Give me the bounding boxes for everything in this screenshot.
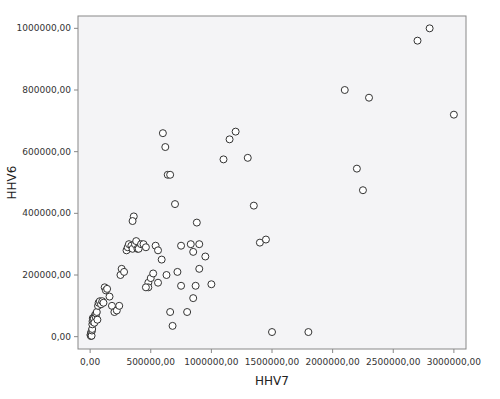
scatter-point — [158, 256, 165, 263]
points — [87, 25, 457, 340]
scatter-point — [226, 136, 233, 143]
scatter-point — [262, 236, 269, 243]
scatter-point — [190, 295, 197, 302]
scatter-point — [116, 302, 123, 309]
scatter-point — [196, 265, 203, 272]
x-tick — [393, 349, 394, 353]
chart-svg: 0,00 500000,00 1000000,00 1500000,00 2000000… — [0, 0, 500, 399]
y-tick-label: 1000000,00 — [17, 23, 72, 33]
x-tick — [90, 349, 91, 353]
scatter-point — [142, 244, 149, 251]
scatter-point — [232, 128, 239, 135]
x-tick-label: 1500000,00 — [245, 357, 300, 367]
y-tick — [74, 213, 78, 214]
scatter-point — [184, 309, 191, 316]
y-axis-label: HHV6 — [5, 166, 19, 200]
axes: 0,00 500000,00 1000000,00 1500000,00 2000000… — [17, 16, 482, 367]
scatter-point — [353, 165, 360, 172]
x-tick-label: 3000000,00 — [427, 357, 482, 367]
x-tick-label: 2500000,00 — [366, 357, 421, 367]
scatter-point — [220, 156, 227, 163]
plot-frame — [78, 16, 466, 349]
x-tick-label: 1000000,00 — [184, 357, 239, 367]
scatter-point — [159, 130, 166, 137]
scatter-point — [104, 285, 111, 292]
y-tick-label: 0,00 — [51, 332, 71, 342]
y-tick — [74, 90, 78, 91]
scatter-point — [167, 309, 174, 316]
scatter-point — [174, 268, 181, 275]
y-tick-label: 600000,00 — [22, 147, 71, 157]
scatter-point — [190, 248, 197, 255]
scatter-point — [269, 329, 276, 336]
scatter-point — [366, 94, 373, 101]
y-tick — [74, 28, 78, 29]
x-tick — [453, 349, 454, 353]
x-tick-label: 500000,00 — [126, 357, 175, 367]
scatter-point — [193, 219, 200, 226]
scatter-point — [142, 284, 149, 291]
scatter-point — [250, 202, 257, 209]
scatter-point — [163, 272, 170, 279]
scatter-point — [167, 171, 174, 178]
scatter-point — [192, 282, 199, 289]
y-tick-label: 400000,00 — [22, 208, 71, 218]
y-tick-label: 800000,00 — [22, 85, 71, 95]
scatter-point — [129, 218, 136, 225]
x-axis-label: HHV7 — [255, 374, 289, 388]
scatter-point — [150, 270, 157, 277]
scatter-point — [196, 241, 203, 248]
scatter-point — [106, 293, 113, 300]
x-tick — [150, 349, 151, 353]
scatter-point — [172, 201, 179, 208]
scatter-point — [208, 281, 215, 288]
scatter-point — [178, 282, 185, 289]
scatter-point — [169, 322, 176, 329]
y-tick — [74, 275, 78, 276]
scatter-point — [121, 268, 128, 275]
x-tick — [332, 349, 333, 353]
x-tick-label: 2000000,00 — [305, 357, 360, 367]
x-tick — [272, 349, 273, 353]
x-tick-label: 0,00 — [80, 357, 100, 367]
y-tick-label: 200000,00 — [22, 270, 71, 280]
x-tick — [211, 349, 212, 353]
scatter-point — [155, 279, 162, 286]
scatter-point — [414, 37, 421, 44]
y-tick — [74, 151, 78, 152]
scatter-point — [94, 316, 101, 323]
scatter-point — [202, 253, 209, 260]
scatter-point — [359, 187, 366, 194]
scatter-point — [162, 144, 169, 151]
scatter-point — [100, 299, 107, 306]
scatter-point — [244, 154, 251, 161]
scatter-point — [305, 329, 312, 336]
scatter-point — [426, 25, 433, 32]
scatter-point — [187, 241, 194, 248]
chart-container: 0,00 500000,00 1000000,00 1500000,00 2000000… — [0, 0, 500, 399]
scatter-point — [450, 111, 457, 118]
y-tick — [74, 336, 78, 337]
scatter-point — [155, 247, 162, 254]
plot-background — [78, 16, 466, 349]
scatter-point — [341, 87, 348, 94]
scatter-point — [178, 242, 185, 249]
